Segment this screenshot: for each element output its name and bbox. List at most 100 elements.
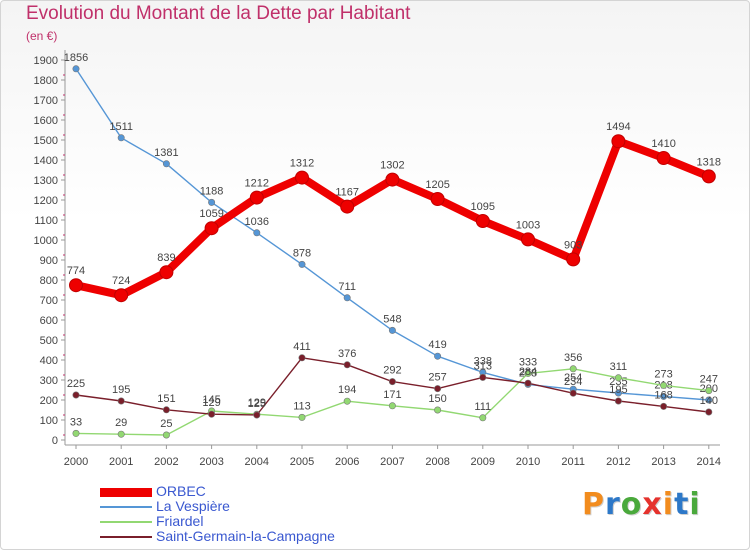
x-tick-label: 2005 <box>290 456 314 468</box>
data-label: 878 <box>293 247 311 259</box>
data-point <box>117 397 125 405</box>
data-point <box>253 229 261 237</box>
data-point <box>72 429 80 437</box>
logo-letter: x <box>642 487 663 522</box>
data-point <box>162 406 170 414</box>
legend-label: Saint-Germain-la-Campagne <box>156 528 335 544</box>
data-point <box>479 414 487 422</box>
data-label: 839 <box>157 252 175 264</box>
data-label: 311 <box>610 361 628 373</box>
x-tick-label: 2003 <box>199 456 223 468</box>
data-label: 724 <box>112 275 130 287</box>
data-point <box>72 391 80 399</box>
x-tick-label: 2013 <box>651 456 675 468</box>
data-label: 284 <box>519 366 537 378</box>
logo-letter: i <box>689 487 701 522</box>
data-point <box>705 387 713 395</box>
x-tick-label: 2009 <box>471 456 495 468</box>
logo-letter: i <box>662 487 675 522</box>
data-label: 194 <box>338 384 356 396</box>
legend-swatch <box>100 521 152 523</box>
data-label: 145 <box>202 394 220 406</box>
x-tick-label: 2010 <box>516 456 540 468</box>
data-label: 711 <box>338 281 356 293</box>
data-point <box>295 170 309 185</box>
data-point <box>117 134 125 142</box>
y-tick-label: 600 <box>40 315 58 327</box>
data-label: 774 <box>67 265 85 277</box>
y-tick-label: 700 <box>40 295 58 307</box>
x-tick-label: 2011 <box>561 456 585 468</box>
data-label: 1212 <box>245 178 269 190</box>
legend-label: Friardel <box>156 513 204 529</box>
data-point <box>340 199 355 214</box>
data-point <box>701 169 716 184</box>
data-point <box>614 389 622 397</box>
x-tick-label: 2001 <box>109 456 133 468</box>
legend-label: La Vespière <box>156 498 230 514</box>
data-point <box>385 172 400 187</box>
x-tick-label: 2002 <box>154 456 178 468</box>
data-label: 29 <box>115 417 127 429</box>
data-label: 1059 <box>199 208 223 220</box>
y-tick-label: 900 <box>40 255 58 267</box>
y-tick-label: 1300 <box>34 175 58 187</box>
x-tick-label: 2008 <box>425 456 449 468</box>
data-point <box>521 232 535 247</box>
data-point <box>660 392 668 400</box>
y-tick-label: 1800 <box>34 75 58 87</box>
data-point <box>298 413 306 421</box>
data-label: 150 <box>428 393 446 405</box>
chart-title: Evolution du Montant de la Dette par Hab… <box>26 3 411 24</box>
data-point <box>117 430 125 438</box>
data-point <box>660 402 668 410</box>
x-tick-label: 2012 <box>606 456 630 468</box>
data-point <box>614 374 622 382</box>
data-label: 273 <box>654 368 672 380</box>
data-label: 129 <box>248 397 266 409</box>
data-point <box>524 369 532 377</box>
x-tick-label: 2007 <box>380 456 404 468</box>
legend-swatch <box>100 536 152 538</box>
data-point <box>388 402 396 410</box>
data-label: 1856 <box>64 52 88 64</box>
data-label: 125 <box>248 398 266 410</box>
logo-letter: o <box>620 487 643 522</box>
data-point <box>705 396 713 404</box>
y-tick-label: 300 <box>40 375 58 387</box>
series-line-la-vespi-re <box>75 68 710 401</box>
logo-letter: t <box>674 487 690 522</box>
data-label: 903 <box>564 239 582 251</box>
y-tick-label: 0 <box>52 435 58 447</box>
data-point <box>208 410 216 418</box>
x-tick-label: 2000 <box>64 456 88 468</box>
y-tick-label: 500 <box>40 335 58 347</box>
y-tick-label: 100 <box>40 415 58 427</box>
data-label: 247 <box>700 374 718 386</box>
data-label: 356 <box>564 352 582 364</box>
data-label: 419 <box>428 339 446 351</box>
data-label: 376 <box>338 348 356 360</box>
data-point <box>434 352 442 360</box>
data-point <box>524 379 532 387</box>
data-label: 195 <box>609 384 627 396</box>
data-label: 1302 <box>380 160 404 172</box>
data-point <box>159 265 174 280</box>
data-point <box>569 389 577 397</box>
y-tick-label: 1400 <box>34 155 58 167</box>
data-label: 171 <box>383 389 401 401</box>
data-label: 129 <box>202 397 220 409</box>
data-point <box>569 365 577 373</box>
y-tick-label: 1700 <box>34 95 58 107</box>
x-tick-label: 2006 <box>335 456 359 468</box>
y-tick-label: 1200 <box>34 195 58 207</box>
data-label: 338 <box>474 355 492 367</box>
data-label: 1381 <box>154 147 178 159</box>
data-point <box>660 381 668 389</box>
data-point <box>343 294 351 302</box>
data-label: 168 <box>654 389 672 401</box>
data-point <box>656 151 671 165</box>
data-label: 1188 <box>200 185 224 197</box>
y-tick-label: 200 <box>40 395 58 407</box>
data-point <box>614 397 622 405</box>
